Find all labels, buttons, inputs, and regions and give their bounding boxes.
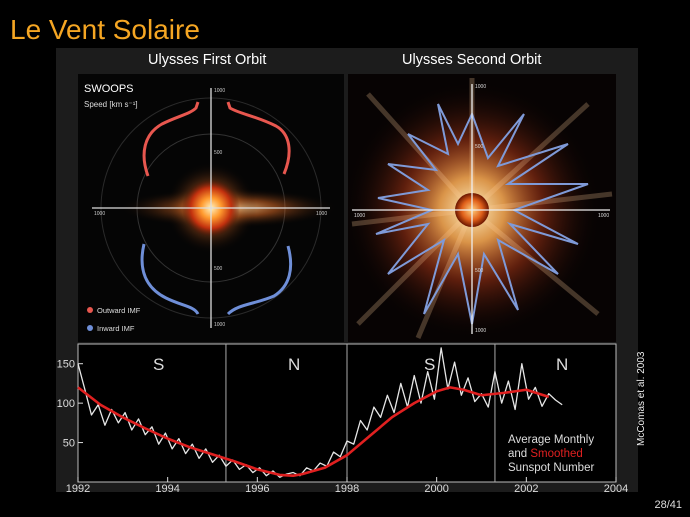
- first-orbit-title: Ulysses First Orbit: [148, 52, 267, 68]
- legend-inward-imf: Inward IMF: [97, 324, 135, 333]
- instrument-label: SWOOPS: [84, 83, 134, 95]
- speed-unit-label: Speed [km s⁻¹]: [84, 100, 138, 109]
- x-tick-label: 2000: [424, 483, 448, 492]
- hemisphere-label: S: [424, 355, 435, 374]
- second-orbit-plot: 1000 500 500 1000 1000 1000: [348, 74, 616, 342]
- tick-label: 1000: [598, 213, 609, 219]
- tick-label: 500: [214, 266, 223, 272]
- tick-label: 1000: [475, 328, 486, 334]
- hemisphere-label: S: [153, 355, 164, 374]
- legend-line-1: Average Monthly: [508, 434, 594, 446]
- tick-label: 1000: [475, 84, 486, 90]
- legend-line-2: and Smoothed: [508, 448, 583, 460]
- outward-imf-trace: [142, 101, 291, 177]
- monthly-sunspot-line: [77, 347, 563, 478]
- tick-label: 1000: [316, 211, 327, 217]
- x-tick-label: 1996: [245, 483, 269, 492]
- second-orbit-title: Ulysses Second Orbit: [402, 52, 542, 68]
- inward-legend-dot: [87, 325, 93, 331]
- y-tick-label: 50: [63, 438, 75, 450]
- tick-label: 500: [475, 144, 484, 150]
- legend-smoothed: Smoothed: [530, 448, 582, 460]
- tick-label: 1000: [354, 213, 365, 219]
- tick-label: 1000: [94, 211, 105, 217]
- page-number: 28/41: [654, 499, 682, 511]
- sunspot-chart: 1992 1994 1996 1998 2000 2002 2004 150 100 50 S N…: [57, 343, 628, 492]
- x-tick-label: 1992: [66, 483, 90, 492]
- speed-trace: [375, 103, 589, 325]
- y-tick-label: 100: [57, 398, 75, 410]
- tick-label: 1000: [214, 322, 225, 328]
- y-tick-label: 150: [57, 359, 75, 371]
- x-tick-label: 2004: [604, 483, 628, 492]
- smoothed-sunspot-line: [77, 386, 550, 477]
- first-orbit-plot: SWOOPS Speed [km s⁻¹] 1000 500 500 1000 …: [78, 74, 344, 342]
- legend-line-3: Sunspot Number: [508, 462, 594, 474]
- inward-imf-trace: [140, 243, 293, 316]
- first-orbit-panel: SWOOPS Speed [km s⁻¹] 1000 500 500 1000 …: [78, 74, 344, 342]
- tick-label: 1000: [214, 88, 225, 94]
- x-tick-label: 1994: [155, 483, 179, 492]
- hemisphere-label: N: [288, 355, 300, 374]
- x-tick-label: 2002: [514, 483, 538, 492]
- tick-label: 500: [214, 150, 223, 156]
- ulysses-figure: Ulysses First Orbit Ulysses Second Orbit: [56, 48, 638, 492]
- second-orbit-panel: 1000 500 500 1000 1000 1000: [348, 74, 616, 342]
- hemisphere-label: N: [556, 355, 568, 374]
- image-credit: McComas et al. 2003: [636, 351, 647, 447]
- tick-label: 500: [475, 268, 484, 274]
- slide-title: Le Vent Solaire: [10, 14, 200, 45]
- outward-legend-dot: [87, 307, 93, 313]
- legend-outward-imf: Outward IMF: [97, 306, 141, 315]
- x-tick-label: 1998: [335, 483, 359, 492]
